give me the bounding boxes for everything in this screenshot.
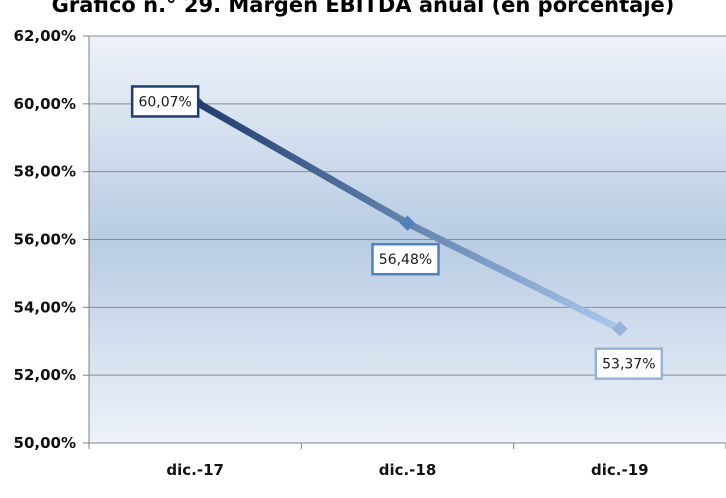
data-label-box	[130, 85, 200, 118]
y-tick-label: 50,00%	[14, 434, 76, 452]
x-tick-label: dic.-18	[379, 461, 437, 479]
data-label: 60,07%	[138, 94, 191, 110]
y-tick-label: 52,00%	[14, 366, 76, 384]
y-tick-label: 62,00%	[14, 27, 76, 45]
data-point-marker	[612, 320, 628, 337]
y-tick-label: 60,00%	[14, 95, 76, 113]
data-label-box	[594, 347, 664, 380]
data-label-box	[371, 242, 440, 276]
y-tick-label: 56,00%	[14, 231, 76, 249]
chart-title: Gráfico n.° 29. Margen EBITDA anual (en …	[52, 0, 675, 17]
data-label: 56,48%	[379, 252, 432, 268]
y-tick-label: 58,00%	[14, 163, 76, 181]
data-label: 53,37%	[602, 357, 655, 373]
x-tick-label: dic.-17	[166, 461, 224, 479]
data-point-marker	[399, 215, 416, 231]
y-tick-label: 54,00%	[14, 298, 76, 316]
x-tick-label: dic.-19	[591, 461, 649, 479]
